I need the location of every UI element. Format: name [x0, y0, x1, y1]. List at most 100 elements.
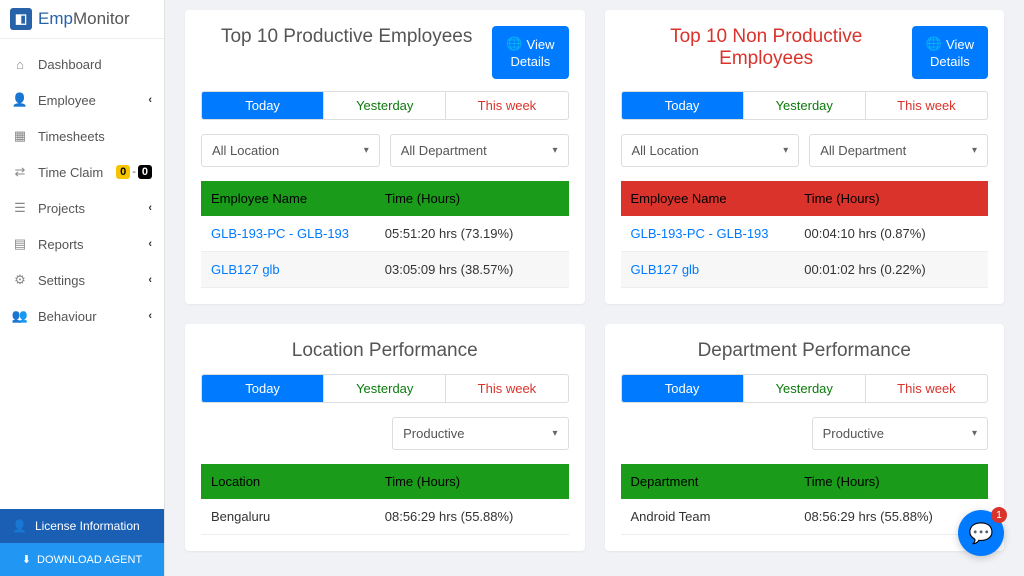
sidebar-footer: 👤 License Information ⬇ DOWNLOAD AGENT [0, 509, 164, 576]
chevron-down-icon: ▾ [552, 428, 557, 439]
globe-icon: 🌐 [926, 36, 942, 52]
location-select[interactable]: All Location▾ [621, 134, 800, 167]
chevron-left-icon: ‹ [148, 274, 152, 286]
cell-name[interactable]: GLB-193-PC - GLB-193 [211, 226, 385, 241]
dashboard-grid: Top 10 Productive Employees 🌐 View Detai… [185, 10, 1004, 551]
location-table: Location Time (Hours) Bengaluru08:56:29 … [201, 464, 569, 535]
sidebar-item-settings[interactable]: ⚙Settings‹ [0, 262, 164, 298]
logo-text: EmpMonitor [38, 9, 130, 29]
department-select[interactable]: All Department▾ [809, 134, 988, 167]
nav-label: Employee [38, 93, 96, 108]
location-select[interactable]: All Location▾ [201, 134, 380, 167]
card-header: Top 10 Non Productive Employees 🌐 View D… [621, 26, 989, 79]
productive-select[interactable]: Productive▾ [812, 417, 988, 450]
table-header: Employee Name Time (Hours) [621, 181, 989, 216]
th-employee: Employee Name [631, 191, 805, 206]
table-row: GLB-193-PC - GLB-19300:04:10 hrs (0.87%) [621, 216, 989, 252]
nav-icon: ▦ [12, 128, 28, 144]
nav-icon: ☰ [12, 200, 28, 216]
sidebar-item-projects[interactable]: ☰ Projects ‹ [0, 190, 164, 226]
time-tabs: Today Yesterday This week [201, 374, 569, 403]
productive-select[interactable]: Productive▾ [392, 417, 568, 450]
logo-icon: ◧ [10, 8, 32, 30]
cell-name: Android Team [631, 509, 805, 524]
view-details-button[interactable]: 🌐 View Details [912, 26, 988, 79]
download-icon: ⬇ [22, 553, 31, 566]
tab-yesterday[interactable]: Yesterday [324, 92, 446, 119]
productive-card: Top 10 Productive Employees 🌐 View Detai… [185, 10, 585, 304]
department-table: Department Time (Hours) Android Team08:5… [621, 464, 989, 535]
sidebar-item-timesheets[interactable]: ▦Timesheets [0, 118, 164, 154]
tab-today[interactable]: Today [622, 92, 744, 119]
nav-label: Projects [38, 201, 85, 216]
nonproductive-card: Top 10 Non Productive Employees 🌐 View D… [605, 10, 1005, 304]
chevron-down-icon: ▾ [552, 145, 557, 156]
table-row: GLB127 glb00:01:02 hrs (0.22%) [621, 252, 989, 288]
tab-yesterday[interactable]: Yesterday [744, 92, 866, 119]
th-time: Time (Hours) [804, 474, 978, 489]
th-time: Time (Hours) [385, 191, 559, 206]
cell-time: 00:01:02 hrs (0.22%) [804, 262, 978, 277]
table-header: Location Time (Hours) [201, 464, 569, 499]
download-agent-button[interactable]: ⬇ DOWNLOAD AGENT [0, 543, 164, 576]
cell-time: 03:05:09 hrs (38.57%) [385, 262, 559, 277]
nav-icon: 👤 [12, 92, 28, 108]
nav-icon: 👥 [12, 308, 28, 324]
sidebar-item-reports[interactable]: ▤Reports‹ [0, 226, 164, 262]
nav-label: Settings [38, 273, 85, 288]
download-label: DOWNLOAD AGENT [37, 554, 142, 566]
tab-week[interactable]: This week [866, 375, 987, 402]
tab-today[interactable]: Today [202, 92, 324, 119]
tab-today[interactable]: Today [202, 375, 324, 402]
badge: 0-0 [116, 165, 152, 179]
tab-week[interactable]: This week [446, 375, 567, 402]
chat-icon: 💬 [969, 521, 994, 546]
chevron-left-icon: ‹ [148, 94, 152, 106]
department-select[interactable]: All Department▾ [390, 134, 569, 167]
license-info-button[interactable]: 👤 License Information [0, 509, 164, 543]
cell-name[interactable]: GLB127 glb [211, 262, 385, 277]
chevron-down-icon: ▾ [972, 145, 977, 156]
nav-list: ⌂Dashboard 👤 Employee ‹ ▦Timesheets⇄Time Cla… [0, 39, 164, 509]
chevron-down-icon: ▾ [972, 428, 977, 439]
th-employee: Employee Name [211, 191, 385, 206]
nav-label: Reports [38, 237, 84, 252]
table-row: Android Team08:56:29 hrs (55.88%) [621, 499, 989, 535]
chevron-left-icon: ‹ [148, 310, 152, 322]
th-time: Time (Hours) [385, 474, 559, 489]
tab-week[interactable]: This week [866, 92, 987, 119]
table-row: GLB127 glb03:05:09 hrs (38.57%) [201, 252, 569, 288]
sidebar-item-time-claim[interactable]: ⇄Time Claim0-0 [0, 154, 164, 190]
table-row: GLB-193-PC - GLB-19305:51:20 hrs (73.19%… [201, 216, 569, 252]
chat-badge: 1 [991, 507, 1007, 523]
nav-label: Behaviour [38, 309, 97, 324]
th-department: Department [631, 474, 805, 489]
tab-today[interactable]: Today [622, 375, 744, 402]
logo[interactable]: ◧ EmpMonitor [0, 0, 164, 39]
tab-yesterday[interactable]: Yesterday [744, 375, 866, 402]
chat-button[interactable]: 💬 1 [958, 510, 1004, 556]
sidebar-item-dashboard[interactable]: ⌂Dashboard [0, 47, 164, 82]
filters: All Location▾ All Department▾ [621, 134, 989, 167]
th-location: Location [211, 474, 385, 489]
nav-icon: ⌂ [12, 57, 28, 72]
chevron-left-icon: ‹ [148, 202, 152, 214]
cell-time: 05:51:20 hrs (73.19%) [385, 226, 559, 241]
sidebar-item-behaviour[interactable]: 👥 Behaviour ‹ [0, 298, 164, 334]
sidebar-item-employee[interactable]: 👤 Employee ‹ [0, 82, 164, 118]
license-label: License Information [35, 519, 140, 533]
card-title: Location Performance [201, 340, 569, 362]
nonproductive-table: Employee Name Time (Hours) GLB-193-PC - … [621, 181, 989, 288]
view-details-button[interactable]: 🌐 View Details [492, 26, 568, 79]
table-header: Department Time (Hours) [621, 464, 989, 499]
cell-name[interactable]: GLB127 glb [631, 262, 805, 277]
tab-yesterday[interactable]: Yesterday [324, 375, 446, 402]
card-title: Top 10 Productive Employees [201, 26, 492, 48]
cell-time: 08:56:29 hrs (55.88%) [385, 509, 559, 524]
card-title: Top 10 Non Productive Employees [621, 26, 912, 70]
time-tabs: Today Yesterday This week [621, 374, 989, 403]
cell-name[interactable]: GLB-193-PC - GLB-193 [631, 226, 805, 241]
filters: Productive▾ [621, 417, 989, 450]
filters: All Location▾ All Department▾ [201, 134, 569, 167]
tab-week[interactable]: This week [446, 92, 567, 119]
